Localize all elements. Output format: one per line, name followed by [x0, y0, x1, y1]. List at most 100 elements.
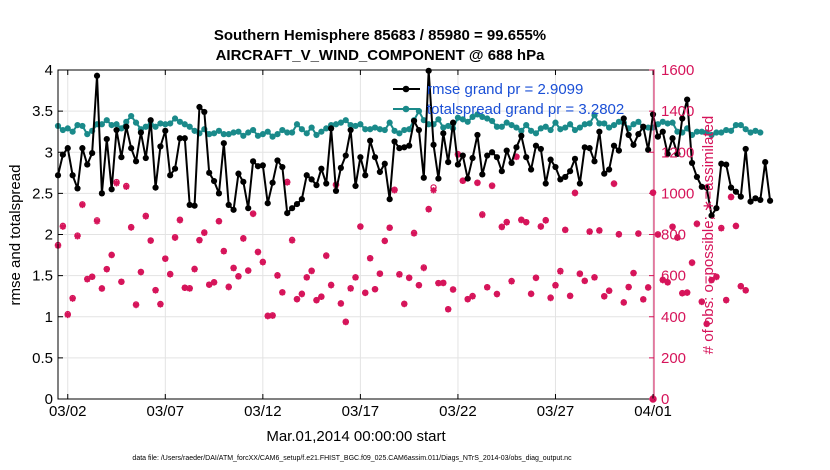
- rmse-point-92: [503, 147, 510, 154]
- rmse-point-98: [532, 142, 540, 149]
- rmse-point-84: [464, 175, 471, 182]
- totalspread-point-111: [596, 120, 603, 127]
- obs-assimilated-point-1: [59, 223, 67, 230]
- rmse-point-116: [620, 115, 627, 122]
- totalspread-point-70: [396, 130, 403, 137]
- y-axis-left-label: rmse and totalspread: [7, 165, 24, 306]
- obs-assimilated-point-12: [113, 180, 120, 187]
- totalspread-point-6: [84, 131, 91, 138]
- totalspread-point-23: [167, 120, 174, 127]
- rmse-point-142: [747, 198, 754, 205]
- obs-assimilated-point-38: [240, 235, 247, 242]
- rmse-point-135: [713, 205, 720, 212]
- totalspread-point-110: [591, 112, 598, 119]
- obs-assimilated-point-54: [318, 293, 325, 301]
- totalspread-point-13: [118, 125, 125, 132]
- y-right-tick-label-0: 0: [661, 391, 669, 408]
- rmse-point-125: [664, 150, 671, 157]
- obs-assimilated-point-40: [249, 210, 257, 218]
- obs-assimilated-point-28: [191, 266, 198, 273]
- obs-assimilated-point-123: [654, 231, 662, 238]
- rmse-point-50: [298, 196, 305, 203]
- rmse-point-10: [103, 135, 110, 143]
- rmse-point-45: [274, 157, 281, 164]
- rmse-point-108: [581, 144, 588, 151]
- totalspread-point-143: [752, 127, 759, 134]
- totalspread-point-96: [523, 122, 530, 129]
- y-right-tick-label-1: 200: [661, 350, 686, 367]
- obs-assimilated-point-67: [381, 237, 388, 245]
- obs-assimilated-point-60: [347, 285, 354, 292]
- obs-assimilated-point-107: [576, 270, 584, 278]
- obs-assimilated-point-6: [84, 276, 91, 283]
- totalspread-point-47: [284, 129, 291, 136]
- obs-assimilated-point-89: [488, 182, 496, 190]
- rmse-point-9: [98, 190, 105, 197]
- obs-assimilated-point-31: [205, 281, 213, 288]
- rmse-point-34: [220, 140, 227, 147]
- totalspread-point-52: [308, 124, 315, 131]
- obs-assimilated-point-39: [245, 267, 252, 274]
- totalspread-point-112: [601, 120, 608, 127]
- obs-assimilated-point-61: [352, 274, 359, 281]
- totalspread-point-103: [557, 126, 564, 133]
- totalspread-point-41: [254, 132, 262, 139]
- rmse-point-131: [693, 173, 701, 181]
- totalspread-point-12: [113, 121, 120, 128]
- obs-assimilated-point-120: [640, 296, 647, 303]
- obs-assimilated-point-14: [123, 183, 130, 190]
- totalspread-point-87: [479, 113, 486, 120]
- rmse-point-89: [488, 149, 496, 156]
- rmse-point-101: [547, 156, 554, 163]
- obs-assimilated-point-105: [566, 292, 574, 300]
- obs-assimilated-point-9: [98, 285, 106, 292]
- rmse-point-106: [571, 155, 579, 162]
- obs-assimilated-point-108: [581, 277, 588, 285]
- obs-assimilated-point-35: [225, 283, 232, 291]
- rmse-point-63: [362, 172, 369, 179]
- rmse-point-88: [484, 152, 491, 159]
- totalspread-point-37: [235, 128, 242, 135]
- rmse-point-124: [659, 128, 666, 135]
- obs-assimilated-point-91: [498, 223, 506, 231]
- y-left-tick-label-4: 2: [45, 227, 53, 244]
- totalspread-point-39: [245, 129, 252, 136]
- totalspread-point-118: [630, 121, 637, 128]
- rmse-point-8: [93, 72, 101, 79]
- rmse-point-140: [737, 193, 744, 200]
- rmse-point-66: [376, 168, 383, 176]
- obs-assimilated-point-66: [376, 270, 384, 277]
- rmse-point-118: [630, 141, 637, 148]
- rmse-point-138: [727, 184, 735, 191]
- obs-assimilated-point-5: [79, 201, 86, 209]
- obs-assimilated-point-136: [718, 225, 725, 232]
- rmse-point-32: [210, 177, 218, 185]
- rmse-point-6: [84, 161, 91, 168]
- totalspread-point-63: [362, 126, 369, 133]
- totalspread-point-91: [498, 123, 505, 130]
- totalspread-point-136: [718, 129, 725, 136]
- obs-assimilated-point-86: [474, 179, 481, 187]
- rmse-point-16: [132, 158, 140, 165]
- rmse-point-127: [674, 150, 681, 157]
- rmse-point-146: [766, 197, 774, 204]
- totalspread-point-14: [123, 118, 130, 125]
- rmse-point-62: [357, 154, 364, 161]
- legend-totalspread-label: totalspread grand pr = 3.2802: [427, 101, 624, 118]
- rmse-point-130: [688, 159, 696, 167]
- totalspread-point-26: [181, 121, 188, 128]
- rmse-point-86: [474, 131, 481, 139]
- totalspread-point-107: [576, 124, 583, 131]
- obs-assimilated-point-110: [591, 274, 598, 281]
- rmse-point-5: [79, 145, 86, 152]
- rmse-point-77: [430, 141, 437, 148]
- totalspread-point-66: [376, 126, 383, 133]
- rmse-point-58: [337, 164, 344, 171]
- obs-assimilated-point-115: [615, 231, 623, 238]
- obs-assimilated-point-109: [586, 228, 593, 236]
- rmse-point-107: [576, 180, 583, 187]
- rmse-point-29: [196, 103, 203, 111]
- rmse-point-81: [449, 119, 457, 126]
- obs-assimilated-point-34: [220, 248, 228, 255]
